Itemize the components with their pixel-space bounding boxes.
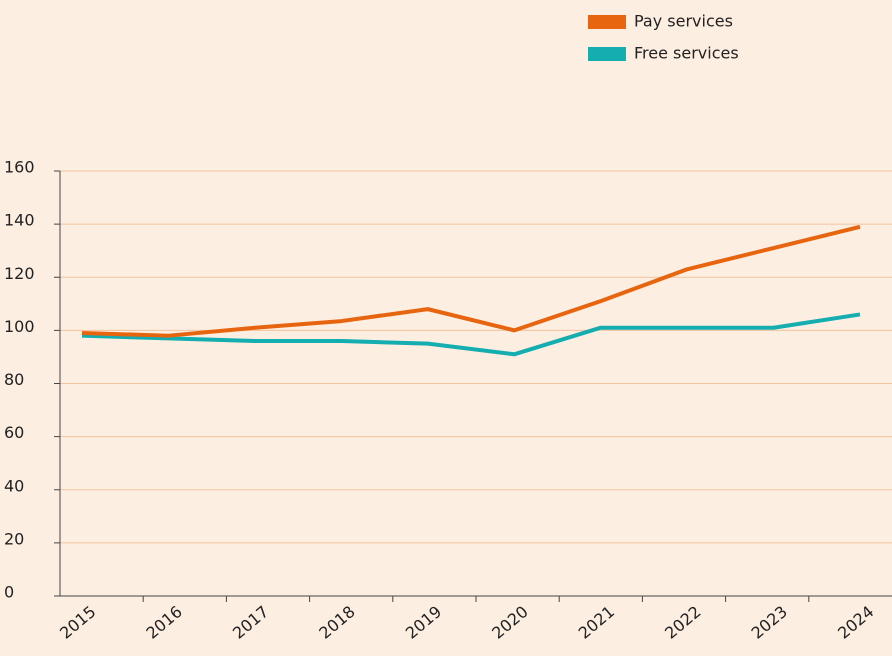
- legend-swatch: [588, 47, 626, 61]
- legend-label: Pay services: [634, 12, 733, 31]
- x-tick-label: 2018: [315, 602, 358, 643]
- y-tick-label: 40: [4, 476, 24, 495]
- x-tick-label: 2017: [229, 602, 272, 643]
- x-tick-label: 2015: [56, 602, 99, 643]
- x-tick-label: 2024: [834, 602, 877, 643]
- y-tick-label: 60: [4, 423, 24, 442]
- y-tick-label: 120: [4, 264, 35, 283]
- legend-label: Free services: [634, 44, 739, 63]
- y-tick-label: 20: [4, 529, 24, 548]
- y-tick-label: 100: [4, 317, 35, 336]
- x-tick-label: 2022: [661, 602, 704, 643]
- y-tick-label: 160: [4, 158, 35, 177]
- y-tick-label: 80: [4, 370, 24, 389]
- line-series: [81, 312, 861, 357]
- line-series: [81, 224, 861, 338]
- x-tick-label: 2019: [402, 602, 445, 643]
- y-tick-label: 0: [4, 583, 14, 602]
- y-tick-label: 140: [4, 211, 35, 230]
- legend-swatch: [588, 15, 626, 29]
- x-tick-label: 2021: [575, 602, 618, 643]
- x-tick-label: 2023: [748, 602, 791, 643]
- x-tick-label: 2016: [143, 602, 186, 643]
- x-tick-label: 2020: [488, 602, 531, 643]
